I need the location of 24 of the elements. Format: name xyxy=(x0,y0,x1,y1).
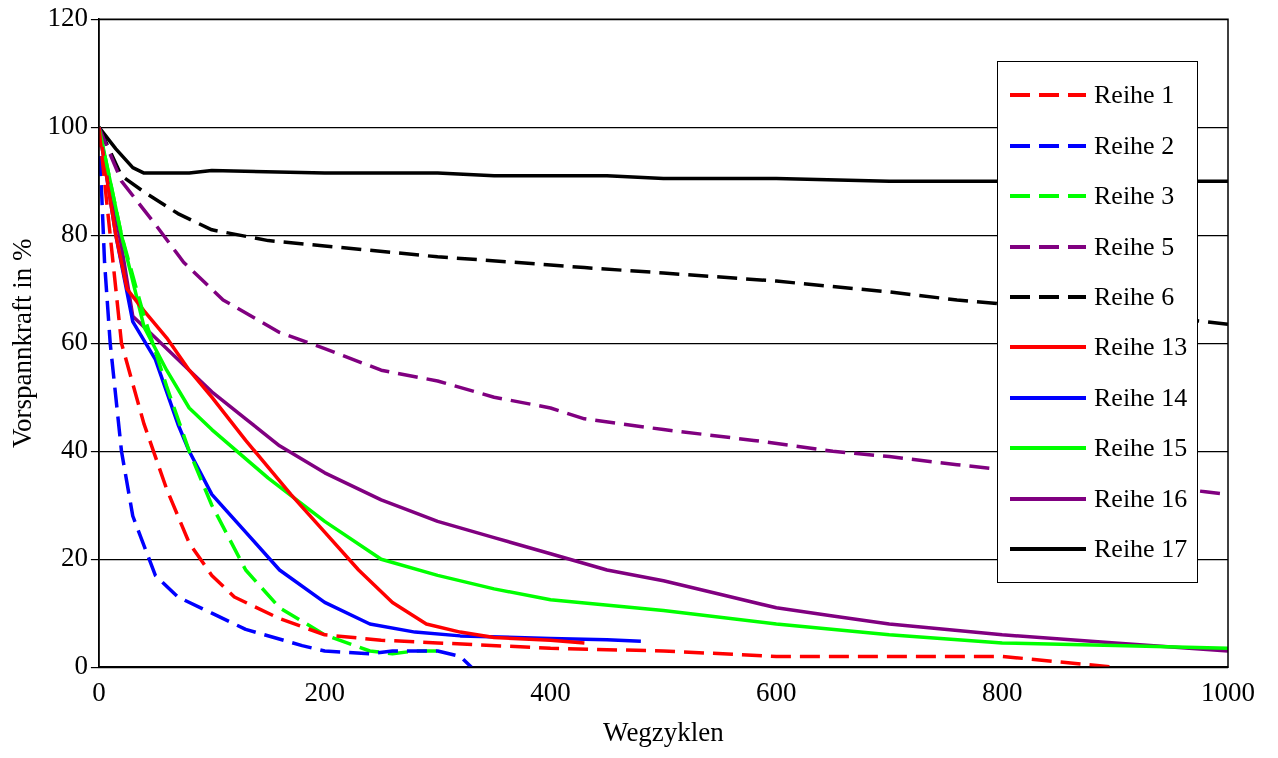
x-tick-label: 800 xyxy=(981,677,1023,708)
legend-label: Reihe 5 xyxy=(1094,231,1175,262)
legend-label: Reihe 2 xyxy=(1094,130,1175,161)
y-tick-label: 80 xyxy=(60,218,88,249)
x-tick-label: 200 xyxy=(304,677,345,708)
legend-label: Reihe 17 xyxy=(1094,533,1188,564)
y-tick-label: 20 xyxy=(60,542,88,573)
legend-label: Reihe 16 xyxy=(1094,483,1188,514)
legend-label: Reihe 3 xyxy=(1094,181,1175,212)
x-tick-label: 1000 xyxy=(1201,677,1255,708)
y-tick-label: 100 xyxy=(47,110,88,141)
x-tick-label: 600 xyxy=(756,677,797,708)
y-tick-label: 0 xyxy=(74,650,88,681)
y-axis-title: Vorspannkraft in % xyxy=(7,238,38,448)
legend-label: Reihe 14 xyxy=(1094,382,1188,413)
legend-label: Reihe 6 xyxy=(1094,281,1175,312)
legend-label: Reihe 1 xyxy=(1094,80,1175,111)
x-axis-title: Wegzyklen xyxy=(603,716,725,747)
y-tick-label: 60 xyxy=(60,326,88,357)
y-tick-label: 40 xyxy=(60,434,88,465)
legend-label: Reihe 13 xyxy=(1094,332,1188,363)
legend-label: Reihe 15 xyxy=(1094,433,1188,464)
x-tick-label: 400 xyxy=(530,677,571,708)
y-tick-label: 120 xyxy=(47,2,88,33)
